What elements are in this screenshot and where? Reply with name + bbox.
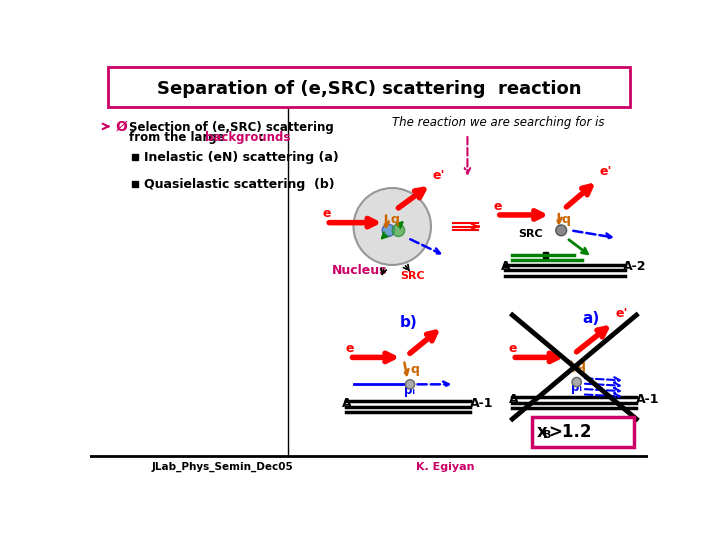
Circle shape <box>556 225 567 236</box>
Text: x: x <box>536 423 547 441</box>
Text: q: q <box>561 213 570 226</box>
Text: Inelastic (eN) scattering (a): Inelastic (eN) scattering (a) <box>144 151 339 164</box>
Text: q: q <box>410 363 419 376</box>
Text: e: e <box>508 342 517 355</box>
Circle shape <box>405 380 415 389</box>
Circle shape <box>382 224 395 237</box>
Text: Selection of (e,SRC) scattering: Selection of (e,SRC) scattering <box>129 121 333 134</box>
Text: A-2: A-2 <box>624 260 647 273</box>
Text: The reaction we are searching for is: The reaction we are searching for is <box>392 116 605 129</box>
Text: A: A <box>508 393 518 406</box>
Text: a): a) <box>582 310 599 326</box>
Circle shape <box>572 377 581 387</box>
Text: b): b) <box>400 315 418 329</box>
Circle shape <box>354 188 431 265</box>
Circle shape <box>392 224 405 237</box>
Text: Nucleus: Nucleus <box>332 264 387 277</box>
Text: A: A <box>342 397 351 410</box>
Text: K. Egiyan: K. Egiyan <box>415 462 474 472</box>
Text: e: e <box>323 207 331 220</box>
Text: A-1: A-1 <box>636 393 660 406</box>
Text: q: q <box>577 359 585 372</box>
Text: Ø: Ø <box>116 119 127 133</box>
FancyBboxPatch shape <box>108 67 630 107</box>
Text: SRC: SRC <box>518 228 542 239</box>
Text: A-1: A-1 <box>469 397 493 410</box>
Text: pᵢ: pᵢ <box>570 381 582 394</box>
Text: JLab_Phys_Semin_Dec05: JLab_Phys_Semin_Dec05 <box>152 462 294 472</box>
Text: B: B <box>543 430 551 440</box>
Text: e': e' <box>433 169 445 182</box>
Text: SRC: SRC <box>400 271 425 281</box>
Text: e': e' <box>616 307 628 320</box>
Text: backgrounds: backgrounds <box>205 131 291 144</box>
FancyBboxPatch shape <box>544 252 548 260</box>
Text: Quasielastic scattering  (b): Quasielastic scattering (b) <box>144 178 335 191</box>
Text: e': e' <box>600 165 613 178</box>
Text: :: : <box>259 131 264 144</box>
Text: from the large: from the large <box>129 131 229 144</box>
FancyBboxPatch shape <box>532 417 634 447</box>
Text: Separation of (e,SRC) scattering  reaction: Separation of (e,SRC) scattering reactio… <box>157 80 581 98</box>
Text: q: q <box>391 213 400 226</box>
Text: e: e <box>493 200 502 213</box>
Text: A: A <box>500 260 510 273</box>
Text: >1.2: >1.2 <box>548 423 592 441</box>
Text: e: e <box>346 342 354 355</box>
Text: pᵢ: pᵢ <box>404 383 415 396</box>
